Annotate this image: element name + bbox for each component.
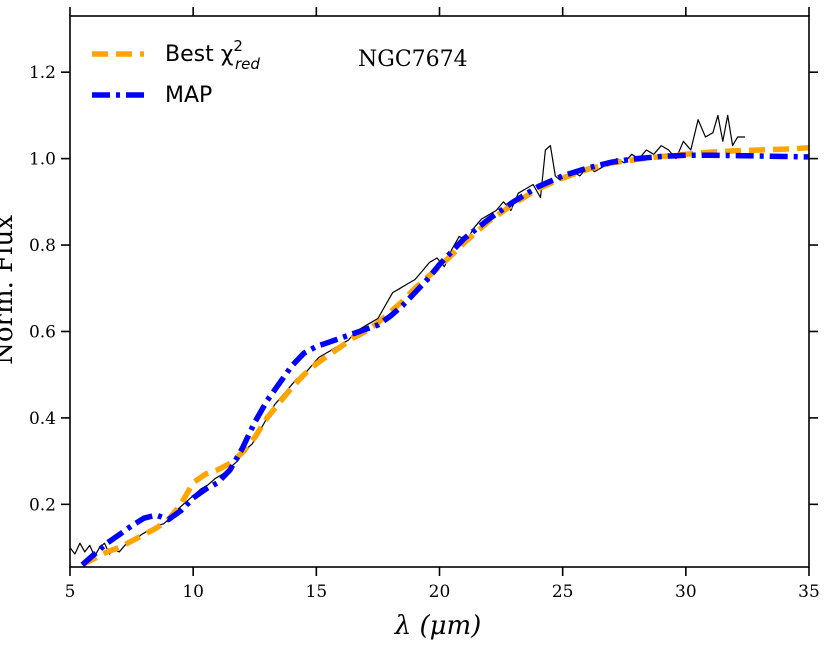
legend-label-best-sup: 2 [233, 37, 243, 55]
x-tick-label: 15 [306, 582, 328, 602]
x-tick-label: 5 [65, 582, 76, 602]
y-axis-title: Norm. Flux [0, 215, 19, 365]
y-tick-label: 1.2 [29, 63, 56, 83]
legend-label-best-sub: red [235, 55, 260, 73]
x-tick-label: 35 [798, 582, 820, 602]
legend: Best χ2 red MAP [92, 37, 260, 108]
y-tick-label: 1.0 [29, 150, 56, 170]
annotation-galaxy-name: NGC7674 [358, 47, 468, 72]
y-tick-label: 0.2 [29, 495, 56, 515]
legend-label-best-main: Best χ [165, 42, 234, 67]
legend-label-map: MAP [165, 83, 212, 108]
legend-label-best: Best χ2 red [165, 37, 260, 73]
y-tick-label: 0.4 [29, 409, 56, 429]
series-observed-spectrum [69, 114, 745, 557]
y-tick-label: 0.6 [29, 322, 56, 342]
y-tick-label: 0.8 [29, 236, 56, 256]
x-tick-label: 25 [552, 582, 574, 602]
plot-area: 5 10 15 20 25 30 35 0.2 0.4 0.6 0.8 1.0 1.2 [29, 7, 820, 602]
x-tick-label: 10 [182, 582, 204, 602]
series-map [80, 152, 810, 567]
ticks-layer: 5 10 15 20 25 30 35 0.2 0.4 0.6 0.8 1.0 1.2 [29, 7, 820, 602]
series-best-chi2 [81, 145, 810, 568]
x-tick-label: 30 [675, 582, 697, 602]
x-tick-label: 20 [429, 582, 451, 602]
series-layer [69, 114, 810, 568]
x-axis-title: λ (μm) [394, 611, 482, 641]
